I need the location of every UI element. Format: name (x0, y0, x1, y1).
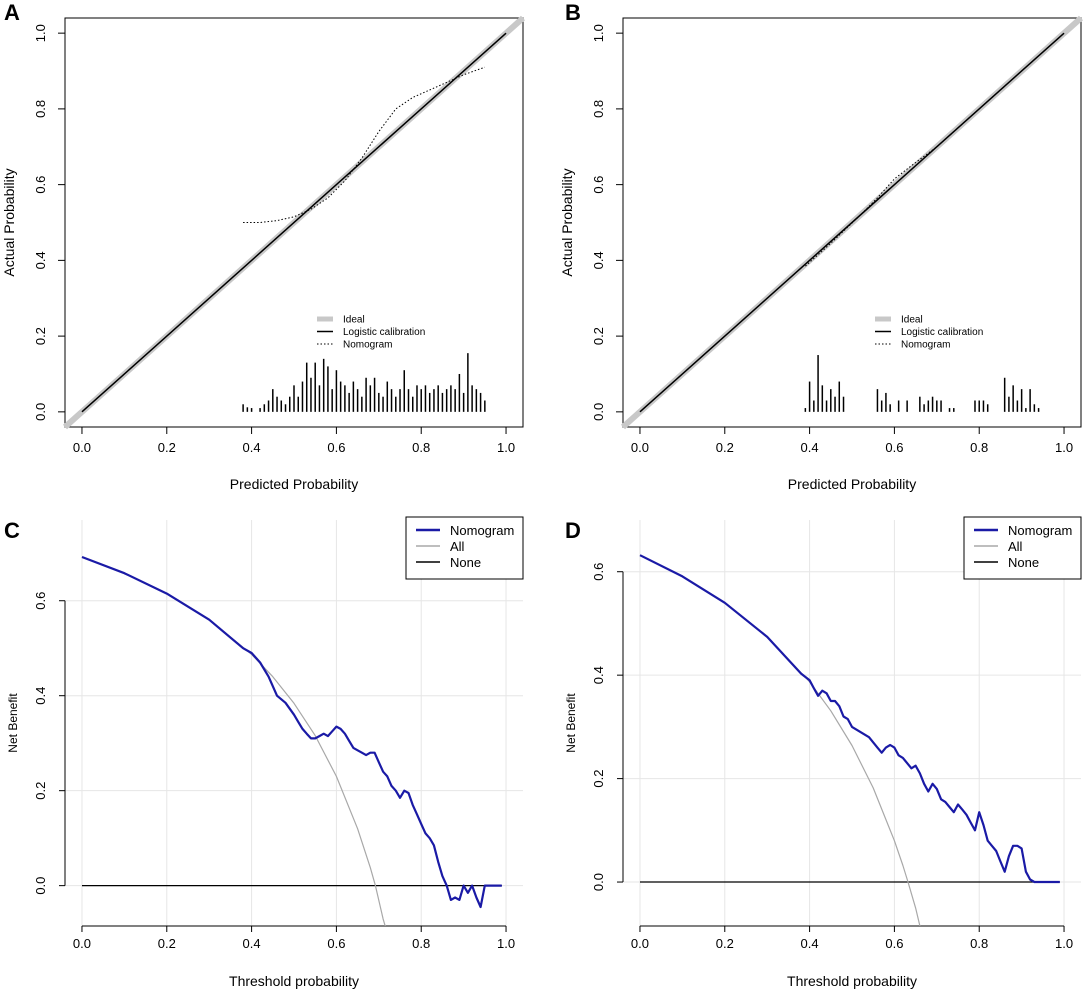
legend-label: Logistic calibration (901, 327, 983, 338)
y-tick-label: 0.4 (33, 687, 48, 705)
nomogram-calibration-line (243, 66, 485, 223)
x-tick-label: 0.4 (243, 936, 261, 951)
x-tick-label: 0.0 (73, 936, 91, 951)
x-tick-label: 0.6 (327, 440, 345, 455)
legend-label: None (450, 555, 481, 570)
series-line-all (639, 554, 921, 926)
legend-label: None (1008, 555, 1039, 570)
panel-letter-a: A (4, 0, 20, 25)
plot-frame (622, 17, 1082, 428)
decision-curve-chart-d: 0.0 0.2 0.4 0.6 0.8 1.0 0.0 0.2 0.4 0.6 Threshold … (564, 516, 1082, 989)
y-tick-label: 1.0 (591, 24, 606, 42)
x-tick-label: 0.0 (631, 936, 649, 951)
series-line-nomogram (81, 555, 502, 909)
legend-box (963, 516, 1082, 580)
legend-label: Ideal (901, 315, 923, 326)
y-tick-label: 0.4 (33, 251, 48, 269)
legend-label: Nomogram (450, 523, 514, 538)
y-tick-label: 0.4 (591, 251, 606, 269)
plot-frame (64, 17, 524, 428)
x-tick-label: 0.8 (970, 936, 988, 951)
legend-label: Logistic calibration (343, 327, 425, 338)
y-tick-label: 0.6 (33, 592, 48, 610)
x-axis-label: Threshold probability (787, 973, 917, 989)
y-tick-label: 0.2 (33, 782, 48, 800)
y-tick-label: 0.0 (591, 403, 606, 421)
x-tick-label: 0.6 (885, 440, 903, 455)
x-tick-label: 0.8 (412, 936, 430, 951)
legend-box (405, 516, 524, 580)
series-line-all (81, 556, 386, 926)
legend-label: Nomogram (901, 340, 950, 351)
x-tick-label: 1.0 (497, 936, 515, 951)
y-tick-label: 0.0 (591, 873, 606, 891)
decision-curve-chart-c: 0.0 0.2 0.4 0.6 0.8 1.0 0.0 0.2 0.4 0.6 Threshold … (6, 516, 524, 989)
x-tick-label: 0.2 (158, 936, 176, 951)
x-axis-label: Predicted Probability (230, 476, 358, 492)
x-tick-label: 0.2 (716, 936, 734, 951)
y-tick-label: 0.0 (33, 403, 48, 421)
panel-letter-d: D (565, 518, 581, 543)
y-tick-label: 0.8 (591, 100, 606, 118)
nomogram-calibration-line (805, 55, 1039, 267)
x-tick-label: 0.4 (801, 440, 819, 455)
y-tick-label: 0.6 (591, 176, 606, 194)
x-tick-label: 0.0 (73, 440, 91, 455)
panel-letter-c: C (4, 518, 20, 543)
x-axis-label: Predicted Probability (788, 476, 916, 492)
x-tick-label: 0.8 (412, 440, 430, 455)
legend-label: Ideal (343, 315, 365, 326)
x-tick-label: 0.6 (885, 936, 903, 951)
series-line-nomogram (639, 554, 1060, 884)
series-group (639, 554, 1060, 926)
y-tick-label: 0.2 (33, 327, 48, 345)
series-group (81, 555, 502, 926)
legend-label: Nomogram (1008, 523, 1072, 538)
x-tick-label: 0.4 (801, 936, 819, 951)
y-tick-label: 0.6 (591, 563, 606, 581)
y-tick-label: 0.0 (33, 877, 48, 895)
panel-letter-b: B (565, 0, 581, 25)
x-tick-label: 1.0 (1055, 936, 1073, 951)
logistic-calibration-line (81, 32, 507, 413)
x-tick-label: 0.6 (327, 936, 345, 951)
x-axis-label: Threshold probability (229, 973, 359, 989)
y-tick-label: 0.2 (591, 327, 606, 345)
y-tick-label: 0.2 (591, 770, 606, 788)
legend-label: All (450, 539, 465, 554)
calibration-chart-b: 0.0 0.2 0.4 0.6 0.8 1.0 0.0 0.2 0.4 0.6 0.8 1.0 Pred… (559, 15, 1083, 492)
calibration-chart-a: 0.0 0.2 0.4 0.6 0.8 1.0 0.0 0.2 0.4 0.6 0.8 1.0 Pred… (1, 15, 525, 492)
x-tick-label: 0.2 (716, 440, 734, 455)
legend-label: Nomogram (343, 340, 392, 351)
y-tick-label: 0.4 (591, 666, 606, 684)
y-tick-label: 0.6 (33, 176, 48, 194)
x-tick-label: 0.0 (631, 440, 649, 455)
x-tick-label: 0.2 (158, 440, 176, 455)
x-tick-label: 0.4 (243, 440, 261, 455)
y-axis-label: Actual Probability (559, 168, 575, 276)
y-tick-label: 1.0 (33, 24, 48, 42)
y-tick-label: 0.8 (33, 100, 48, 118)
x-tick-label: 1.0 (497, 440, 515, 455)
x-tick-label: 1.0 (1055, 440, 1073, 455)
y-axis-label: Actual Probability (1, 168, 17, 276)
y-axis-label: Net Benefit (564, 693, 578, 753)
legend-label: All (1008, 539, 1023, 554)
x-tick-label: 0.8 (970, 440, 988, 455)
y-axis-label: Net Benefit (6, 693, 20, 753)
